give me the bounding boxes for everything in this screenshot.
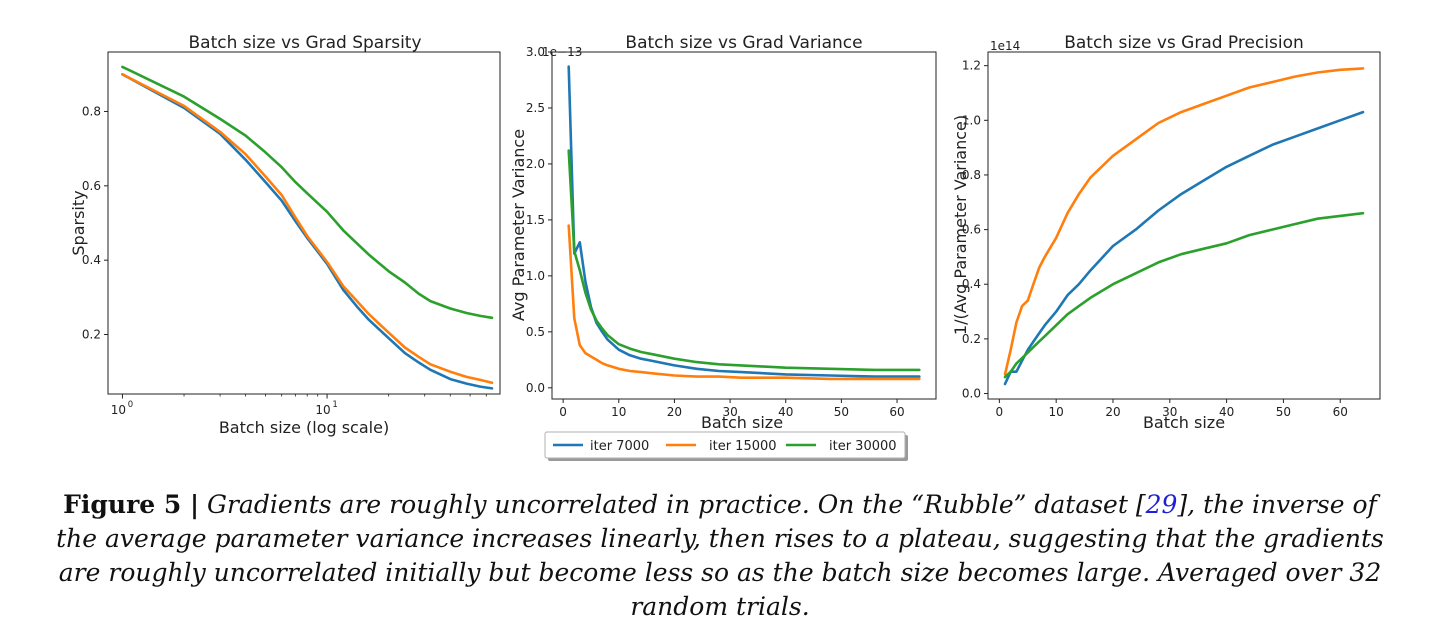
panel-sparsity-frame — [107, 51, 501, 395]
panel-precision-xtick-label: 50 — [1276, 405, 1291, 419]
panel-variance-frame — [551, 51, 937, 400]
panel-precision-ytick-label: 0.6 — [962, 223, 981, 237]
panel-sparsity-xtick-exponent: 1 — [332, 400, 337, 410]
panel-sparsity-series-iter-15000 — [121, 73, 494, 385]
panel-precision-xlabel: Batch size — [1143, 413, 1225, 432]
panel-sparsity-series-iter-7000 — [121, 73, 494, 390]
panel-variance-title: Batch size vs Grad Variance — [625, 33, 862, 53]
legend-label-iter-15000: iter 15000 — [709, 439, 777, 454]
caption-label: Figure 5 | — [63, 490, 200, 519]
panel-variance-ylabel: Avg Parameter Variance — [509, 129, 528, 321]
panel-sparsity-ylabel: Sparsity — [69, 190, 88, 255]
panel-variance-ytick-label: 2.0 — [526, 157, 545, 171]
legend-label-iter-30000: iter 30000 — [829, 439, 897, 454]
panel-sparsity-series-iter-30000 — [121, 65, 494, 320]
panel-variance-series-iter-7000 — [567, 65, 921, 378]
panel-sparsity-xtick-label: 10 — [111, 403, 126, 417]
panel-precision-ytick-label: 0.0 — [962, 387, 981, 401]
caption-citation-link[interactable]: 29 — [1145, 490, 1178, 519]
panel-precision-ytick-label: 1.2 — [962, 59, 981, 73]
panel-variance-xtick-label: 40 — [778, 405, 793, 419]
panel-precision-ytick-label: 0.4 — [962, 277, 981, 291]
panel-variance-ticks: 0.0 0.5 1.0 1.5 2.0 2.5 3.0 0 10 20 30 40 50 60 — [526, 45, 905, 419]
panel-variance-ytick-label: 0.0 — [526, 381, 545, 395]
panel-precision-xtick-label: 60 — [1333, 405, 1348, 419]
caption-text-1: Gradients are roughly uncorrelated in pr… — [207, 490, 1146, 519]
panel-variance-xtick-label: 60 — [889, 405, 904, 419]
panel-variance-series-iter-30000 — [567, 149, 921, 372]
panel-precision-xtick-label: 20 — [1105, 405, 1120, 419]
panel-precision-title: Batch size vs Grad Precision — [1064, 33, 1304, 53]
panel-precision-ytick-label: 0.8 — [962, 168, 981, 182]
panel-precision-ytick-label: 0.2 — [962, 332, 981, 346]
legend-box — [544, 431, 906, 459]
panel-variance-xtick-label: 50 — [834, 405, 849, 419]
panel-variance-ytick-label: 2.5 — [526, 101, 545, 115]
panel-precision-xtick-label: 10 — [1049, 405, 1064, 419]
panel-variance-series-iter-15000 — [567, 224, 921, 381]
panel-variance-ytick-label: 0.5 — [526, 325, 545, 339]
panel-variance-xtick-label: 20 — [667, 405, 682, 419]
panel-precision-series-iter-7000 — [1003, 110, 1365, 386]
panel-sparsity-lines — [121, 65, 494, 390]
panel-variance-ytick-label: 3.0 — [526, 45, 545, 59]
panel-variance-xtick-label: 0 — [559, 405, 567, 419]
panel-precision-lines — [1003, 67, 1365, 386]
panel-sparsity-xtick-label: 10 — [315, 403, 330, 417]
panel-variance: Batch size vs Grad Variance 1e−13 0.00.5… — [509, 33, 937, 432]
figure-canvas: Batch size vs Grad Sparsity 0.2 0.4 0.6 0.8… — [69, 33, 1381, 461]
panel-sparsity-ytick-label: 0.2 — [82, 328, 101, 342]
panel-precision-xtick-label: 40 — [1219, 405, 1234, 419]
panel-precision-ytick-label: 1.0 — [962, 113, 981, 127]
panel-variance-xlabel: Batch size — [701, 413, 783, 432]
panel-sparsity: Batch size vs Grad Sparsity 0.2 0.4 0.6 0.8… — [69, 33, 501, 437]
panel-precision: Batch size vs Grad Precision 1e14 0.0 0.2… — [951, 33, 1381, 432]
panel-precision-ylabel: 1/(Avg Parameter Variance) — [951, 115, 970, 335]
panel-sparsity-ytick-label: 0.8 — [82, 104, 101, 118]
panel-precision-frame — [987, 51, 1381, 400]
caption-text-2: ], the inverse of the average parameter … — [56, 490, 1384, 621]
panel-precision-ticks: 0.0 0.2 0.4 0.6 0.8 1.0 1.2 0 10 20 30 40 50 60 — [962, 59, 1348, 419]
panel-precision-xtick-label: 0 — [996, 405, 1004, 419]
panel-sparsity-ticks: 0.20.40.60.810 0 10 1 — [82, 104, 487, 417]
panel-sparsity-title: Batch size vs Grad Sparsity — [188, 33, 421, 53]
panel-sparsity-xtick-exponent: 0 — [128, 400, 133, 410]
legend-label-iter-7000: iter 7000 — [590, 439, 649, 454]
panel-precision-series-iter-30000 — [1003, 211, 1365, 379]
panel-sparsity-xlabel: Batch size (log scale) — [219, 418, 389, 437]
panel-variance-ytick-label: 1.0 — [526, 269, 545, 283]
legend: iter 7000 iter 15000 iter 30000 — [544, 431, 908, 461]
panel-precision-xtick-label: 30 — [1162, 405, 1177, 419]
panel-sparsity-ytick-label: 0.6 — [82, 179, 101, 193]
panel-variance-xtick-label: 10 — [611, 405, 626, 419]
panel-variance-xtick-label: 30 — [722, 405, 737, 419]
figure-caption: Figure 5 | Gradients are roughly uncorre… — [40, 488, 1400, 624]
panel-precision-series-iter-15000 — [1003, 67, 1365, 376]
panel-precision-offset: 1e14 — [990, 39, 1020, 53]
panel-sparsity-ytick-label: 0.4 — [82, 253, 101, 267]
panel-variance-lines — [567, 65, 921, 381]
panel-variance-ytick-label: 1.5 — [526, 213, 545, 227]
